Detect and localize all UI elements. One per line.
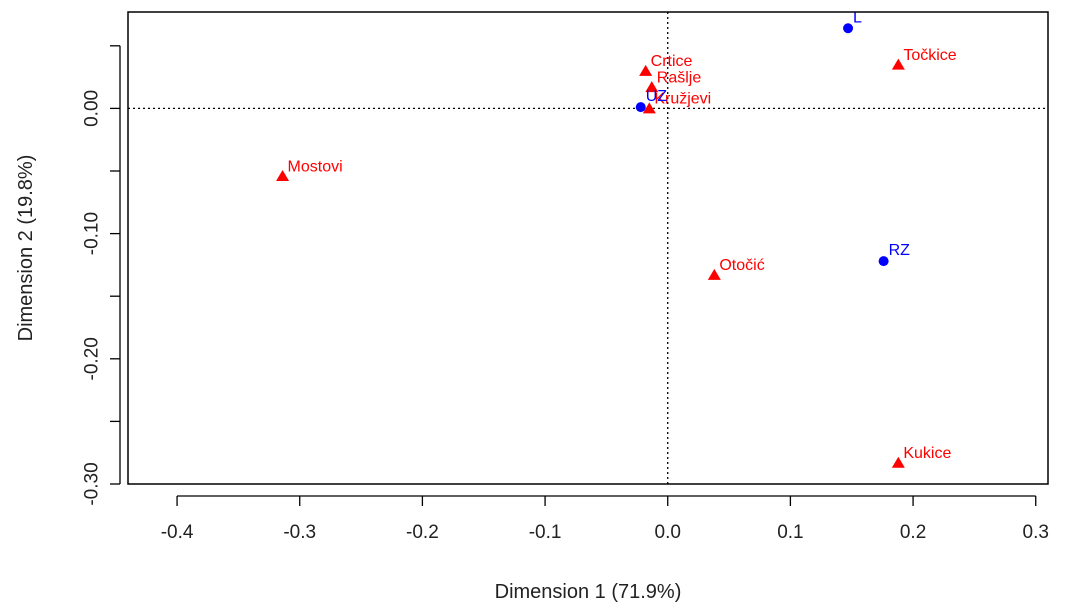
y-tick-label: -0.30: [82, 462, 103, 505]
x-tick-label: -0.4: [161, 522, 194, 543]
point-label: Otočić: [719, 257, 764, 274]
point-label: Točkice: [903, 47, 956, 64]
x-tick-label: -0.2: [406, 522, 439, 543]
point-label: RZ: [889, 242, 911, 259]
point-marker-circle: [879, 256, 889, 266]
point-marker-circle: [636, 102, 646, 112]
point-label: Crtice: [651, 53, 693, 70]
point-label: Mostovi: [288, 158, 343, 175]
point-label: UZ: [646, 88, 668, 105]
point-label: Rašlje: [657, 69, 702, 86]
point-label: Kukice: [903, 445, 951, 462]
point-marker-circle: [843, 23, 853, 33]
x-tick-label: 0.2: [900, 522, 926, 543]
x-tick-label: -0.3: [283, 522, 316, 543]
y-tick-label: -0.20: [82, 337, 103, 380]
plot-frame: [128, 12, 1048, 484]
x-tick-label: 0.3: [1023, 522, 1049, 543]
x-tick-label: 0.1: [777, 522, 803, 543]
data-points: CrticeRašljeKružjeviTočkiceMostoviOtočić…: [276, 9, 957, 467]
x-axis-title: Dimension 1 (71.9%): [495, 581, 682, 603]
plot-area: CrticeRašljeKružjeviTočkiceMostoviOtočić…: [128, 9, 1048, 484]
y-tick-label: -0.10: [82, 212, 103, 255]
y-axis-title: Dimension 2 (19.8%): [15, 155, 37, 342]
x-axis: -0.4 -0.3 -0.2 -0.1 0.0 0.1 0.2 0.3: [161, 496, 1049, 543]
y-axis: 0.00 -0.10 -0.20 -0.30: [82, 46, 121, 506]
y-tick-label: 0.00: [82, 90, 103, 127]
x-tick-label: 0.0: [655, 522, 681, 543]
x-tick-label: -0.1: [529, 522, 562, 543]
